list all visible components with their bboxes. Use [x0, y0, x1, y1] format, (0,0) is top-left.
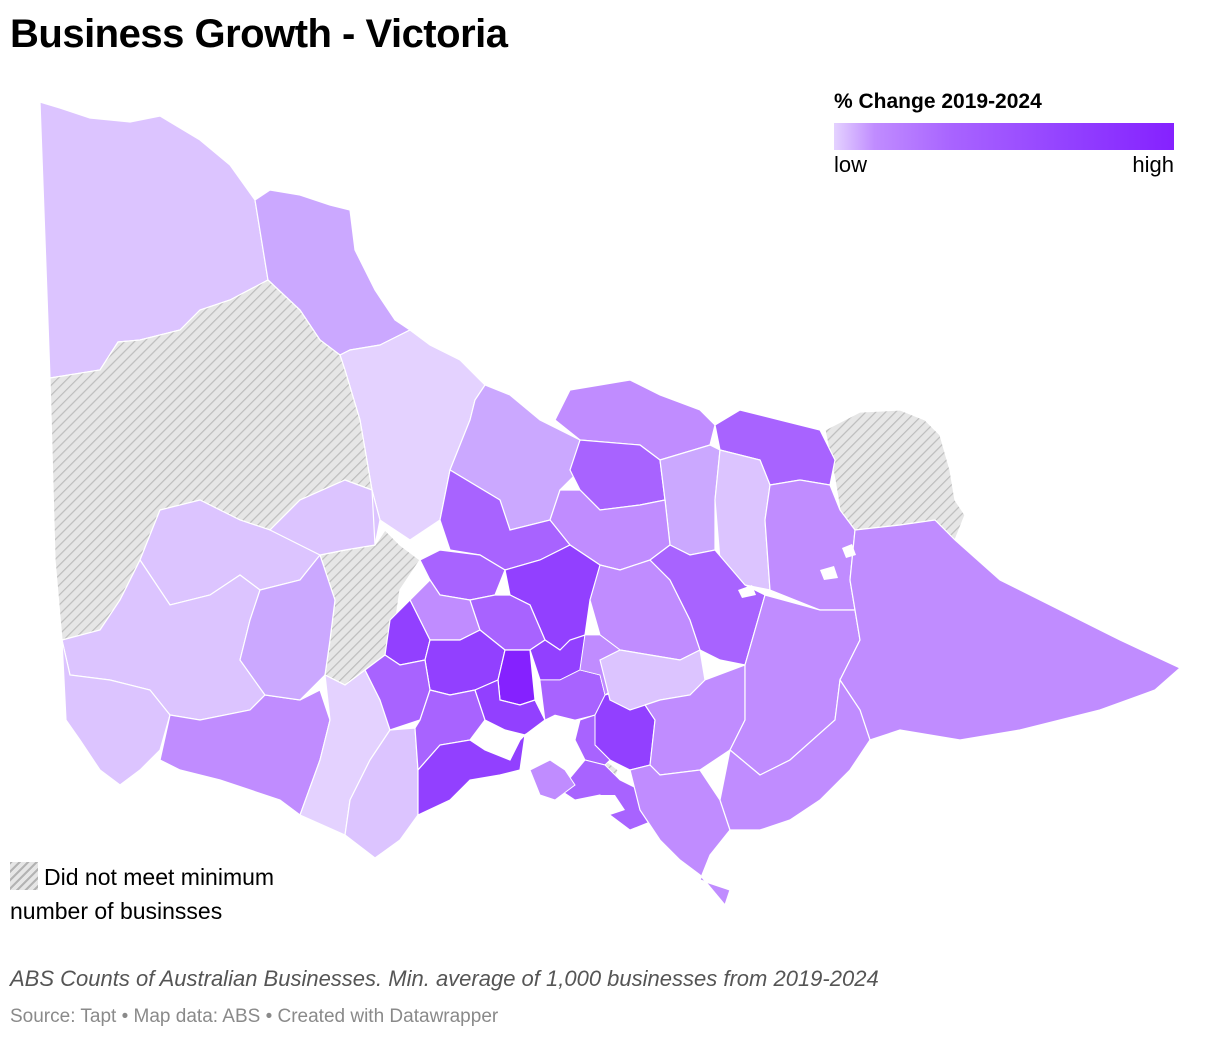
lake-2 [820, 566, 838, 580]
region-ararat[interactable] [239, 553, 336, 701]
region-portland[interactable] [61, 639, 171, 786]
lake-1 [738, 585, 756, 598]
legend-gradient-bar [834, 123, 1174, 150]
no-data-legend: Did not meet minimum number of businsses [10, 860, 310, 928]
no-data-label: Did not meet minimum number of businsses [10, 864, 275, 924]
region-east-gippsland[interactable] [839, 519, 1182, 741]
region-frankston[interactable] [574, 714, 611, 766]
western-port [600, 795, 625, 815]
legend-title: % Change 2019-2024 [834, 90, 1042, 113]
legend-low-label: low [834, 152, 868, 177]
region-otways[interactable] [344, 727, 419, 859]
hatch-swatch [10, 862, 38, 890]
source-line: Source: Tapt • Map data: ABS • Created w… [10, 1006, 499, 1027]
region-wyndham[interactable] [474, 679, 546, 736]
region-lakes-entrance[interactable] [719, 678, 871, 831]
legend: % Change 2019-2024 low high [834, 88, 1174, 178]
region-bendigo[interactable] [268, 479, 376, 556]
lake-3 [842, 544, 856, 558]
chart-notes: ABS Counts of Australian Businesses. Min… [10, 966, 879, 991]
port-phillip-bay [520, 715, 585, 770]
chart-title: Business Growth - Victoria [10, 12, 508, 56]
legend-high-label: high [1132, 152, 1174, 177]
region-wonthaggi[interactable] [629, 764, 731, 907]
region-wyndham-north[interactable] [497, 649, 536, 706]
